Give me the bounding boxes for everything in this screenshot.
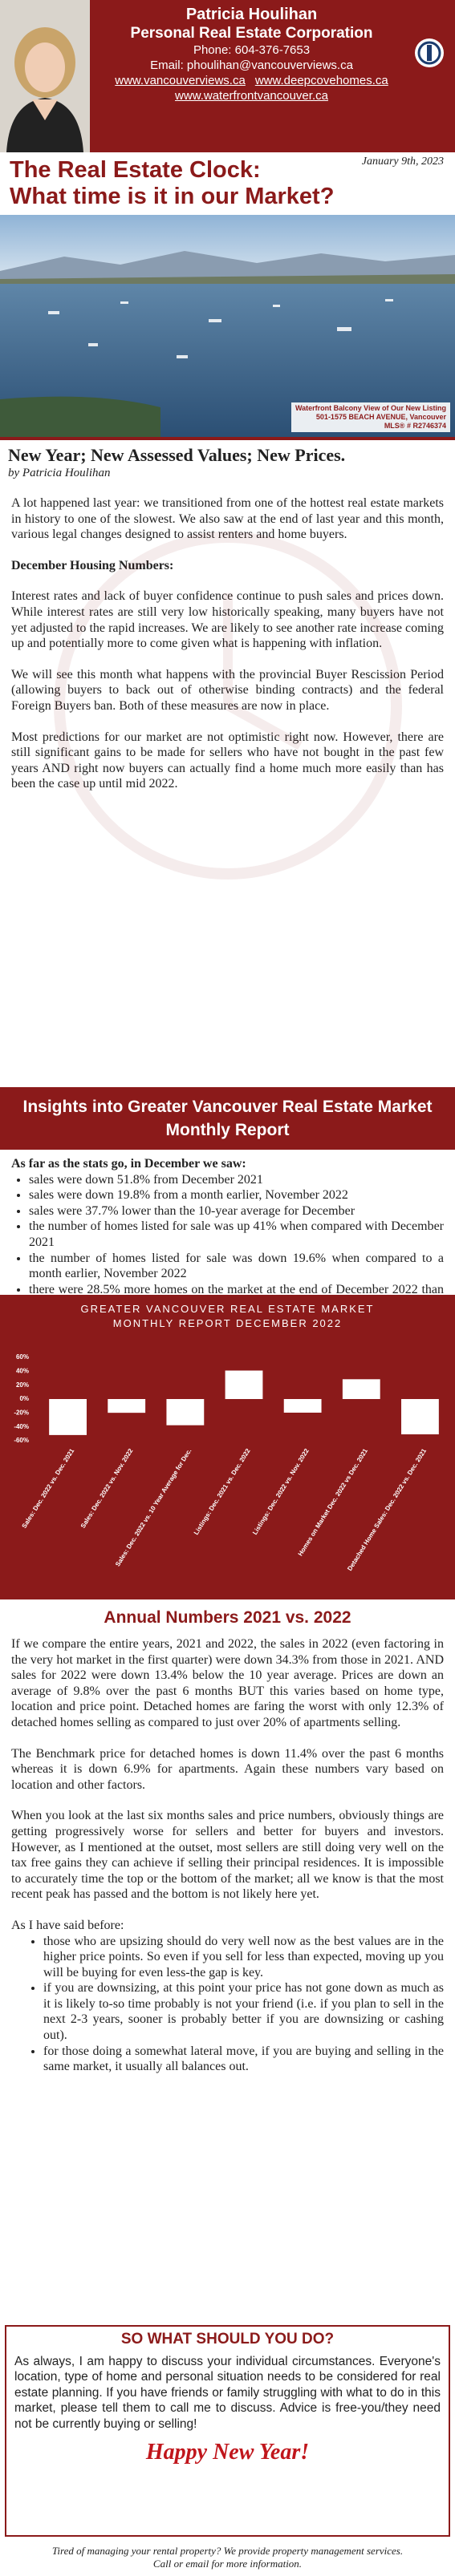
y-tick-label: 40% <box>16 1367 29 1374</box>
bullet: the number of homes listed for sale was … <box>29 1219 444 1250</box>
x-tick-label: Homes on Market Dec. 2022 vs Dec. 2021 <box>297 1447 370 1558</box>
annual-section: Annual Numbers 2021 vs. 2022 If we compa… <box>0 1599 455 2325</box>
agent-photo <box>0 0 90 152</box>
listing-photo: Waterfront Balcony View of Our New Listi… <box>0 215 455 437</box>
bullet: sales were 37.7% lower than the 10-year … <box>29 1203 444 1219</box>
bullet: sales were down 51.8% from December 2021 <box>29 1172 444 1188</box>
section-heading: Annual Numbers 2021 vs. 2022 <box>104 1608 351 1627</box>
paragraph: Most predictions for our market are not … <box>11 730 444 791</box>
paragraph: The Benchmark price for detached homes i… <box>11 1746 444 1792</box>
title-block: January 9th, 2023 The Real Estate Clock:… <box>0 152 455 215</box>
paragraph: When you look at the last six months sal… <box>11 1809 444 1902</box>
website-row: www.waterfrontvancouver.ca <box>96 88 407 103</box>
agent-name: Patricia Houlihan <box>185 6 318 23</box>
bar <box>401 1399 439 1435</box>
y-tick-label: 0% <box>19 1395 29 1402</box>
chart-panel: GREATER VANCOUVER REAL ESTATE MARKET MON… <box>0 1295 455 1599</box>
advice-heading: SO WHAT SHOULD YOU DO? <box>120 2331 335 2348</box>
x-tick-label: Sales: Dec. 2022 vs. Nov. 2022 <box>79 1447 135 1530</box>
insights-heading: Insights into Greater Vancouver Real Est… <box>0 1087 455 1150</box>
paragraph: We will see this month what happens with… <box>11 667 444 713</box>
advice-frame: SO WHAT SHOULD YOU DO? As always, I am h… <box>5 2325 450 2537</box>
subheading: December Housing Numbers: <box>11 558 174 572</box>
bullet: for those doing a somewhat lateral move,… <box>43 2044 444 2075</box>
y-tick-label: -40% <box>14 1423 29 1430</box>
chart-title: GREATER VANCOUVER REAL ESTATE MARKET <box>81 1303 375 1315</box>
paragraph: Interest rates and lack of buyer confide… <box>11 589 444 651</box>
closing: Happy New Year! <box>145 2440 310 2465</box>
caption-line: 501-1575 BEACH AVENUE, Vancouver <box>315 413 446 421</box>
bar <box>166 1399 205 1425</box>
chart-title: MONTHLY REPORT DECEMBER 2022 <box>113 1317 343 1329</box>
logo <box>415 38 444 67</box>
x-tick-label: Sales: Dec. 2022 vs. Dec. 2021 <box>21 1447 76 1530</box>
article-body: A lot happened last year: we transitione… <box>0 489 455 1082</box>
title-line: The Real Estate Clock: <box>10 157 261 183</box>
footer-line: Call or email for more information. <box>152 2558 303 2570</box>
title-line: What time is it in our Market? <box>10 184 335 209</box>
stats-list: As far as the stats go, in December we s… <box>0 1155 455 1295</box>
bar <box>108 1399 146 1413</box>
header: Patricia Houlihan Personal Real Estate C… <box>0 0 455 152</box>
paragraph: If we compare the entire years, 2021 and… <box>11 1637 444 1729</box>
website-link[interactable]: www.vancouverviews.ca <box>115 74 246 87</box>
email[interactable]: Email: phoulihan@vancouverviews.ca <box>150 59 353 72</box>
divider <box>0 437 455 440</box>
list-lead: As far as the stats go, in December we s… <box>11 1157 246 1171</box>
bullet: sales were down 19.8% from a month earli… <box>29 1187 444 1203</box>
footer: Tired of managing your rental property? … <box>0 2542 455 2576</box>
advice-box: SO WHAT SHOULD YOU DO? As always, I am h… <box>0 2325 455 2542</box>
advice-text: As always, I am happy to discuss your in… <box>14 2355 441 2431</box>
photo-caption: Waterfront Balcony View of Our New Listi… <box>290 402 450 432</box>
x-tick-label: Sales: Dec. 2022 vs. 10 Year Average for… <box>114 1447 193 1567</box>
x-tick-label: Listings: Dec. 2021 vs. Dec. 2022 <box>193 1447 252 1536</box>
issue-date: January 9th, 2023 <box>361 156 444 168</box>
caption-line: Waterfront Balcony View of Our New Listi… <box>295 404 446 412</box>
y-tick-label: 60% <box>16 1353 29 1361</box>
bullet: if you are downsizing, at this point you… <box>43 1980 444 2043</box>
bullet: those who are upsizing should do very we… <box>43 1934 444 1981</box>
website-row: www.vancouverviews.ca www.deepcovehomes.c… <box>96 73 407 88</box>
company-name: Personal Real Estate Corporation <box>130 25 373 42</box>
bar <box>225 1370 263 1399</box>
caption-line: MLS® # R2746374 <box>384 422 446 430</box>
footer-line: Tired of managing your rental property? … <box>51 2545 404 2557</box>
byline: by Patricia Houlihan <box>8 467 111 479</box>
y-tick-label: 20% <box>16 1381 29 1389</box>
y-tick-label: -20% <box>14 1409 29 1416</box>
phone: Phone: 604-376-7653 <box>193 43 311 57</box>
photo-scene <box>0 215 455 437</box>
x-tick-label: Listings: Dec. 2022 vs. Nov. 2022 <box>251 1447 311 1536</box>
list-lead: As I have said before: <box>11 1918 124 1932</box>
chart: GREATER VANCOUVER REAL ESTATE MARKET MON… <box>14 1303 439 1572</box>
insights-band: Insights into Greater Vancouver Real Est… <box>0 1082 455 1155</box>
article-heading: New Year; New Assessed Values; New Price… <box>0 440 455 489</box>
bullet-list: sales were down 51.8% from December 2021… <box>11 1172 444 1295</box>
clock-watermark <box>53 532 402 880</box>
bullet-list: those who are upsizing should do very we… <box>11 1934 444 2075</box>
bar <box>283 1399 322 1413</box>
bar <box>49 1399 87 1435</box>
bullet: the number of homes listed for sale was … <box>29 1251 444 1282</box>
article-headline: New Year; New Assessed Values; New Price… <box>8 445 346 465</box>
website-link[interactable]: www.deepcovehomes.ca <box>254 74 388 87</box>
contact-block: Patricia Houlihan Personal Real Estate C… <box>96 5 407 103</box>
bullet: there were 28.5% more homes on the marke… <box>29 1282 444 1295</box>
bar <box>342 1379 380 1399</box>
paragraph: A lot happened last year: we transitione… <box>11 496 444 542</box>
y-tick-label: -60% <box>14 1437 29 1444</box>
website-link[interactable]: www.waterfrontvancouver.ca <box>175 89 328 103</box>
